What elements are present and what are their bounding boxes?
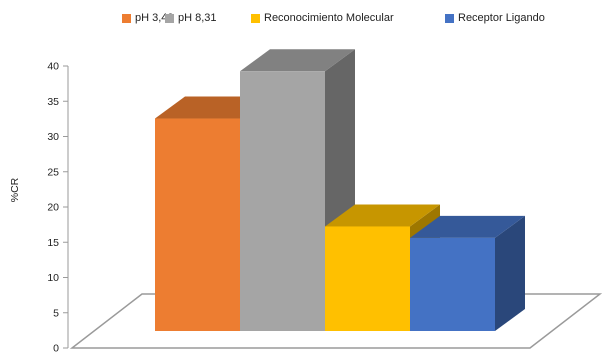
y-axis: 0 5 10 15 20 25 30 35 40 <box>47 61 69 352</box>
bar-front-face <box>240 71 325 332</box>
y-tick-label: 35 <box>47 96 59 108</box>
y-tick-label: 30 <box>47 131 59 143</box>
legend-item-receptor-ligando: Receptor Ligando <box>445 10 545 26</box>
bar-front-face <box>410 237 495 331</box>
chart-legend: pH 3,42 pH 8,31 Reconocimiento Molecular… <box>0 10 602 28</box>
bar-series <box>155 49 525 332</box>
legend-swatch-receptor-ligando <box>445 13 454 23</box>
y-tick-label: 5 <box>53 307 59 319</box>
legend-swatch-ph-342 <box>122 13 131 23</box>
bar-top-face <box>325 204 440 227</box>
legend-label-ph-342: pH 3,42 <box>135 12 174 24</box>
bar-front-face <box>325 226 410 331</box>
legend-item-ph-342: pH 3,42 <box>122 10 174 26</box>
bar-receptor-ligando <box>410 215 525 331</box>
floor-plane <box>69 293 602 349</box>
y-tick-label: 0 <box>53 343 59 352</box>
legend-label-receptor-ligando: Receptor Ligando <box>458 12 545 24</box>
legend-label-reconocimiento-molecular: Reconocimiento Molecular <box>264 12 394 24</box>
y-tick-label: 20 <box>47 202 59 214</box>
legend-label-ph-831: pH 8,31 <box>178 12 217 24</box>
y-tick-label: 10 <box>47 272 59 284</box>
bar-front-face <box>155 118 240 331</box>
y-tick-label: 40 <box>47 61 59 73</box>
y-tick-label: 25 <box>47 166 59 178</box>
bar-side-face <box>495 215 525 331</box>
bar-top-face <box>240 49 355 72</box>
legend-item-reconocimiento-molecular: Reconocimiento Molecular <box>251 10 394 26</box>
legend-swatch-ph-831 <box>165 13 174 23</box>
y-axis-title: %CR <box>9 177 21 202</box>
legend-swatch-reconocimiento-molecular <box>251 13 260 23</box>
legend-item-ph-831: pH 8,31 <box>165 10 217 26</box>
y-tick-label: 15 <box>47 237 59 249</box>
chart-floor <box>69 293 602 349</box>
bar-top-face <box>410 215 525 238</box>
